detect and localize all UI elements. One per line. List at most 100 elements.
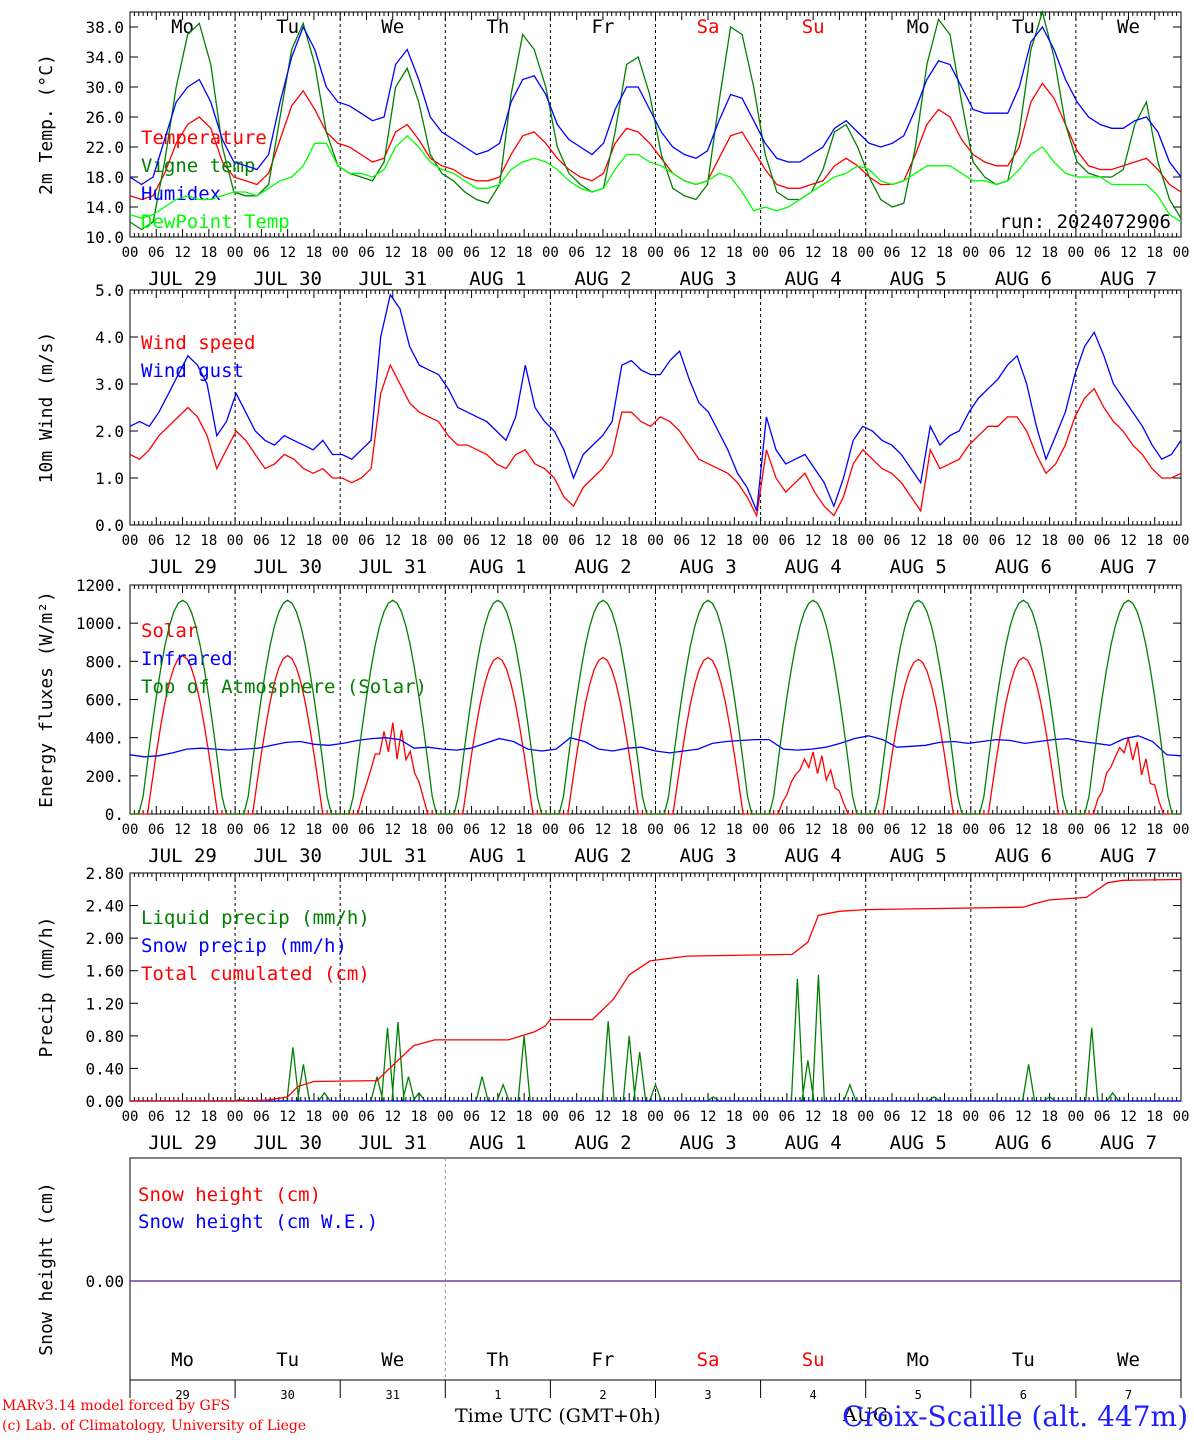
date-label: AUG 7 (1100, 1132, 1157, 1154)
date-label: AUG 5 (890, 556, 947, 578)
weekday-label: Su (802, 1349, 825, 1371)
hour-tick-label: 06 (253, 1109, 270, 1125)
y-tick-label: 3.0 (95, 375, 124, 394)
hour-tick-label: 12 (174, 533, 191, 549)
hour-tick-label: 00 (332, 1109, 349, 1125)
hour-tick-label: 06 (673, 533, 690, 549)
hour-tick-label: 18 (411, 533, 428, 549)
hour-tick-label: 06 (673, 1109, 690, 1125)
hour-tick-label: 06 (463, 1109, 480, 1125)
hour-tick-label: 12 (174, 822, 191, 838)
legend-entry: Liquid precip (mm/h) (141, 907, 370, 929)
day-number-label: 7 (1125, 1388, 1132, 1402)
hour-tick-label: 00 (122, 533, 139, 549)
date-label: AUG 5 (890, 268, 947, 290)
y-axis-label: Energy fluxes (W/m²) (36, 591, 57, 808)
hour-tick-label: 06 (1094, 822, 1111, 838)
y-axis-label: 2m Temp. (°C) (36, 54, 57, 195)
legend-entry: Snow height (cm) (138, 1184, 321, 1206)
weekday-label: We (1117, 1349, 1140, 1371)
hour-tick-label: 12 (1120, 822, 1137, 838)
date-label: JUL 30 (253, 845, 322, 867)
date-label: JUL 30 (253, 268, 322, 290)
hour-tick-label: 12 (910, 1109, 927, 1125)
hour-tick-label: 18 (936, 822, 953, 838)
y-tick-label: 0.00 (85, 1272, 124, 1291)
hour-tick-label: 12 (700, 245, 717, 261)
hour-tick-label: 00 (1173, 533, 1190, 549)
date-label: AUG 6 (995, 1132, 1052, 1154)
hour-tick-label: 00 (1067, 245, 1084, 261)
hour-tick-label: 00 (332, 822, 349, 838)
hour-tick-label: 12 (805, 822, 822, 838)
y-axis-label: 10m Wind (m/s) (36, 332, 57, 484)
y-tick-label: 22.0 (85, 138, 124, 157)
hour-tick-label: 06 (778, 533, 795, 549)
hour-tick-label: 12 (700, 1109, 717, 1125)
date-label: JUL 31 (358, 268, 427, 290)
y-tick-label: 600. (85, 691, 124, 710)
date-label: JUL 31 (358, 1132, 427, 1154)
hour-tick-label: 00 (857, 822, 874, 838)
hour-tick-label: 18 (621, 245, 638, 261)
y-tick-label: 0.00 (85, 1092, 124, 1111)
date-label: AUG 3 (679, 556, 736, 578)
hour-tick-label: 00 (857, 245, 874, 261)
hour-tick-label: 06 (148, 245, 165, 261)
legend-entry: Vigne temp (141, 155, 255, 177)
hour-tick-label: 12 (384, 822, 401, 838)
weekday-label: Fr (592, 16, 615, 38)
hour-tick-label: 00 (962, 822, 979, 838)
hour-tick-label: 18 (726, 245, 743, 261)
hour-tick-label: 06 (568, 533, 585, 549)
y-tick-label: 2.00 (85, 929, 124, 948)
hour-tick-label: 06 (463, 533, 480, 549)
weekday-label: Mo (907, 1349, 930, 1371)
hour-tick-label: 06 (778, 245, 795, 261)
y-tick-label: 2.0 (95, 422, 124, 441)
hour-tick-label: 00 (542, 533, 559, 549)
hour-tick-label: 12 (1120, 1109, 1137, 1125)
weekday-label: Su (802, 16, 825, 38)
y-axis-label: Snow height (cm) (36, 1182, 57, 1355)
hour-tick-label: 12 (174, 245, 191, 261)
hour-tick-label: 18 (726, 822, 743, 838)
hour-tick-label: 06 (778, 822, 795, 838)
y-tick-label: 18.0 (85, 168, 124, 187)
weekday-label: We (381, 1349, 404, 1371)
hour-tick-label: 06 (673, 822, 690, 838)
weekday-label: Tu (276, 16, 299, 38)
y-tick-label: 34.0 (85, 48, 124, 67)
hour-tick-label: 00 (122, 822, 139, 838)
legend-entry: Solar (141, 620, 198, 642)
date-label: AUG 2 (574, 556, 631, 578)
date-label: JUL 30 (253, 556, 322, 578)
hour-tick-label: 06 (989, 822, 1006, 838)
y-tick-label: 200. (85, 767, 124, 786)
hour-tick-label: 00 (227, 822, 244, 838)
y-tick-label: 0. (105, 805, 124, 824)
weekday-label: Sa (697, 1349, 720, 1371)
hour-tick-label: 12 (805, 533, 822, 549)
lab-credit: (c) Lab. of Climatology, University of L… (2, 1418, 307, 1434)
hour-tick-label: 18 (411, 245, 428, 261)
hour-tick-label: 00 (752, 1109, 769, 1125)
weekday-label: Mo (171, 16, 194, 38)
hour-tick-label: 12 (489, 533, 506, 549)
y-tick-label: 10.0 (85, 228, 124, 247)
date-label: AUG 5 (890, 845, 947, 867)
date-label: AUG 6 (995, 556, 1052, 578)
hour-tick-label: 00 (332, 245, 349, 261)
legend-entry: Total cumulated (cm) (141, 963, 370, 985)
date-label: AUG 2 (574, 268, 631, 290)
date-label: AUG 3 (679, 268, 736, 290)
hour-tick-label: 00 (752, 822, 769, 838)
hour-tick-label: 00 (1173, 822, 1190, 838)
panel-2: 0.0 1.0 2.0 3.0 4.0 5.0 10m Wind (m/s) 00 06 12 18… (36, 281, 1189, 578)
date-label: JUL 31 (358, 556, 427, 578)
weekday-label: Th (486, 1349, 509, 1371)
hour-tick-label: 18 (726, 533, 743, 549)
weekday-label: We (1117, 16, 1140, 38)
hour-tick-label: 18 (516, 245, 533, 261)
panel-3: 0. 200. 400. 600. 800. 1000. 1200. Energy fluxe… (36, 576, 1189, 867)
